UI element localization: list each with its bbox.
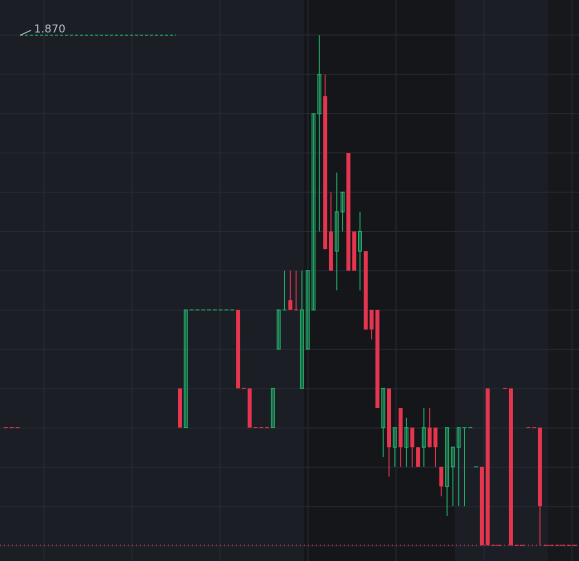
candle-body (305, 270, 310, 350)
candle-body (387, 388, 392, 448)
candle-body (236, 309, 241, 389)
candle-body (369, 309, 374, 330)
candle-body (334, 211, 339, 252)
candle-body (299, 309, 304, 389)
candle-body (439, 466, 444, 487)
candle-body (323, 96, 328, 250)
candle-body (178, 388, 182, 428)
candle-body (445, 427, 450, 487)
candle-body (270, 387, 275, 429)
candle-body (508, 388, 513, 546)
session-shade (548, 0, 579, 561)
candle-body (381, 387, 386, 429)
candle-body (416, 447, 421, 467)
candle-body (183, 309, 188, 429)
candle-body (433, 427, 438, 448)
max-marker-tick (19, 29, 32, 36)
candle-body (456, 427, 461, 448)
candle-body (328, 231, 333, 271)
candle-body (346, 153, 351, 271)
candle-body (352, 231, 357, 271)
candle-body (427, 427, 432, 448)
candle-body (288, 300, 293, 310)
candle-body (357, 230, 362, 252)
candle-body (363, 251, 368, 330)
candle-body (404, 427, 409, 448)
candle-body (340, 191, 345, 213)
candle-body (410, 427, 415, 448)
candle-body (421, 427, 426, 448)
max-label: 1.870 (34, 22, 66, 35)
candle-body (276, 309, 281, 350)
candle-body (398, 408, 403, 448)
candle-body (247, 388, 252, 428)
candle-body (537, 427, 542, 507)
candle-body (311, 113, 316, 311)
candle-body (317, 74, 322, 115)
candle-body (450, 446, 455, 468)
candle-body (485, 388, 490, 546)
candle-body (479, 466, 484, 546)
candle-body (375, 309, 380, 408)
candle-body (392, 427, 397, 448)
session-shade (304, 0, 455, 561)
